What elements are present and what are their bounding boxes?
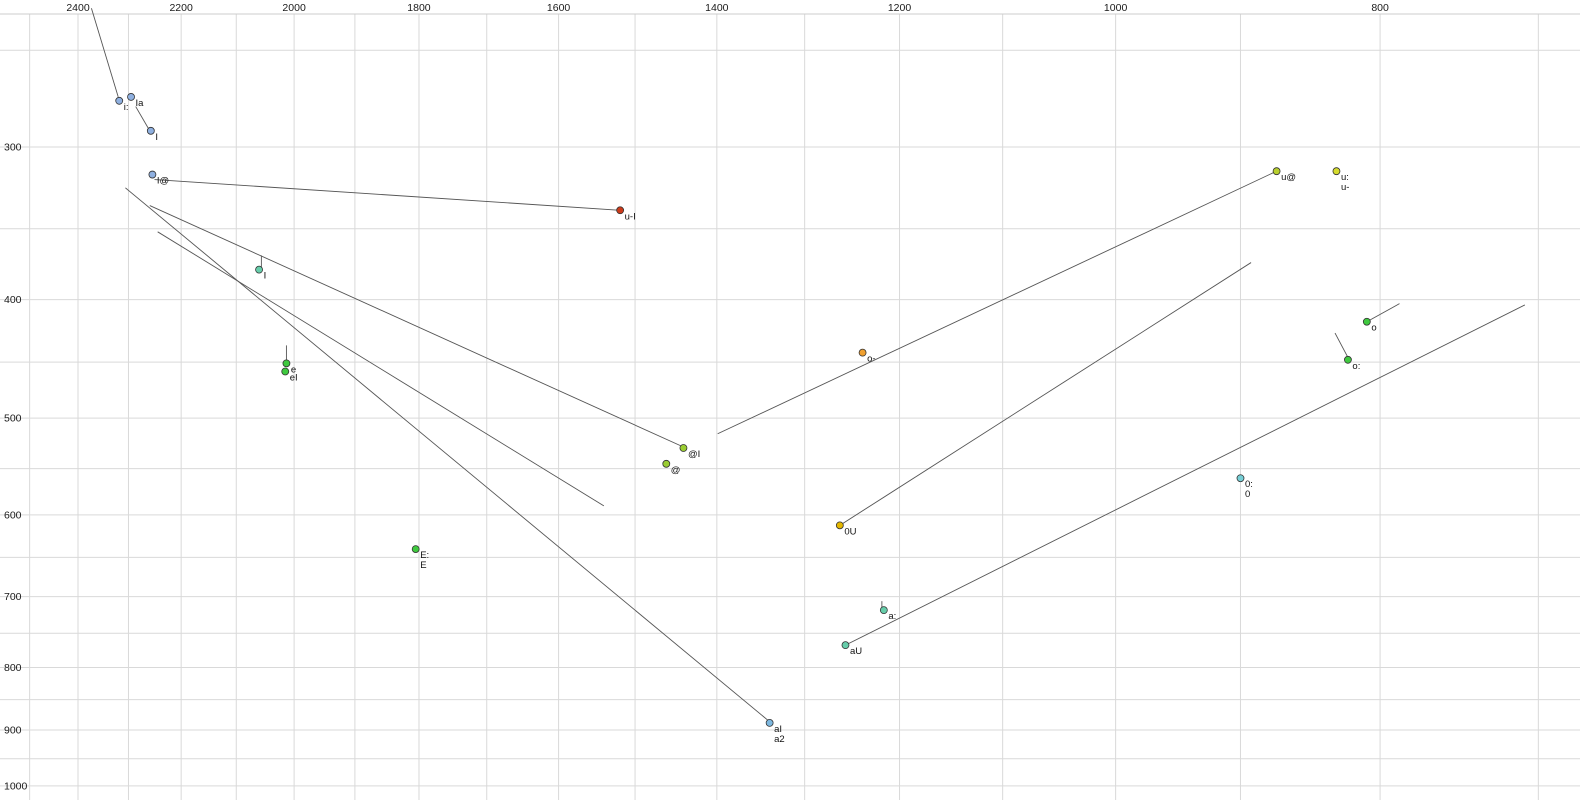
vowel-point-label: eI <box>290 373 298 384</box>
vowel-point <box>835 521 844 530</box>
trajectory-line <box>845 304 1526 646</box>
trajectory-line <box>149 205 684 448</box>
x-axis-tick-label: 1600 <box>547 2 571 14</box>
trajectory-line <box>157 231 605 507</box>
vowel-point-label: aI <box>774 724 782 735</box>
vowel-point-label: u-I <box>625 211 636 222</box>
vowel-point-label: a: <box>888 611 896 622</box>
y-axis-tick-label: 900 <box>4 725 22 737</box>
y-axis-tick-label: 600 <box>4 509 22 521</box>
vowel-point-label: aU <box>850 646 862 657</box>
vowel-point <box>1272 167 1281 176</box>
vowel-point <box>1332 167 1341 176</box>
vowel-point <box>146 126 155 135</box>
vowel-point-label: u: <box>1341 172 1349 183</box>
x-axis-tick-label: 1000 <box>1104 2 1128 14</box>
vowel-point-label: 0U <box>844 526 856 537</box>
vowel-point-label: a2 <box>774 734 785 745</box>
vowel-point-label: u@ <box>1281 172 1296 183</box>
trajectory-line <box>135 106 150 130</box>
trajectory-line <box>1366 303 1400 323</box>
x-axis-tick-label: 2400 <box>66 2 90 14</box>
vowel-point <box>679 444 688 452</box>
vowel-point-label: o: <box>1352 361 1360 372</box>
vowel-point <box>616 206 625 215</box>
vowel-point <box>1236 474 1245 483</box>
vowel-point <box>841 641 850 650</box>
trajectory-line <box>717 170 1277 435</box>
vowel-point <box>1362 317 1371 326</box>
vowel-point-label: I <box>264 271 267 282</box>
x-axis-tick-label: 1400 <box>705 2 729 14</box>
vowel-point-label: 0: <box>1245 479 1253 490</box>
y-axis-tick-label: 300 <box>4 141 22 153</box>
vowel-point-label: @ <box>671 465 681 476</box>
y-axis-tick-label: 700 <box>4 591 22 603</box>
vowel-point <box>879 606 888 615</box>
vowel-point-label: @I <box>688 449 700 460</box>
x-axis-tick-label: 2000 <box>282 2 306 14</box>
vowel-point-label: I@ <box>157 176 169 187</box>
vowel-point <box>662 459 671 468</box>
trajectory-line <box>125 187 770 723</box>
vowel-point-label: o- <box>867 354 875 365</box>
vowel-point <box>858 348 867 357</box>
y-axis-tick-label: 500 <box>4 413 22 425</box>
vowel-point-label: 0 <box>1245 489 1250 500</box>
vowel-point-label: Ia <box>136 98 145 109</box>
trajectory-line <box>1334 332 1349 358</box>
vowel-point <box>411 545 420 553</box>
vowel-point-label: e <box>291 364 296 375</box>
x-axis-tick-label: 800 <box>1371 2 1389 14</box>
vowel-point <box>282 359 291 368</box>
trajectory-line <box>839 262 1252 526</box>
vowel-point <box>115 96 124 105</box>
y-axis-tick-label: 400 <box>4 294 22 306</box>
vowel-point <box>127 93 135 101</box>
vowel-point-label: E: <box>420 550 429 561</box>
trajectory-line <box>90 8 119 98</box>
vowel-point-label: u- <box>1341 182 1349 193</box>
trajectory-line <box>154 179 621 211</box>
x-axis-tick-label: 2200 <box>169 2 193 14</box>
vowel-point <box>255 265 263 274</box>
y-axis-tick-label: 1000 <box>4 780 28 792</box>
x-axis-tick-label: 1800 <box>407 2 431 14</box>
vowel-point <box>281 367 290 376</box>
vowel-point-label: i: <box>124 102 129 113</box>
vowel-point <box>765 718 774 727</box>
vowel-point-label: o <box>1371 323 1376 334</box>
vowel-point <box>148 170 157 179</box>
vowel-point-label: I <box>155 132 158 143</box>
vowel-point <box>1344 355 1352 364</box>
y-axis-tick-label: 800 <box>4 662 22 674</box>
vowel-point-label: E <box>420 560 426 571</box>
x-axis-tick-label: 1200 <box>888 2 912 14</box>
